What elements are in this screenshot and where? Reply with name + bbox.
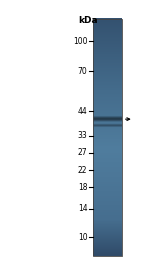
Text: 44: 44 bbox=[78, 107, 87, 116]
Text: 27: 27 bbox=[78, 148, 87, 157]
Text: 100: 100 bbox=[73, 37, 87, 46]
Text: 70: 70 bbox=[78, 67, 87, 76]
Text: 10: 10 bbox=[78, 233, 87, 242]
Text: 22: 22 bbox=[78, 166, 87, 175]
Bar bbox=[93, 19, 122, 256]
Text: 33: 33 bbox=[78, 131, 87, 140]
Text: 18: 18 bbox=[78, 183, 87, 192]
Text: 14: 14 bbox=[78, 204, 87, 213]
Text: kDa: kDa bbox=[78, 16, 98, 25]
